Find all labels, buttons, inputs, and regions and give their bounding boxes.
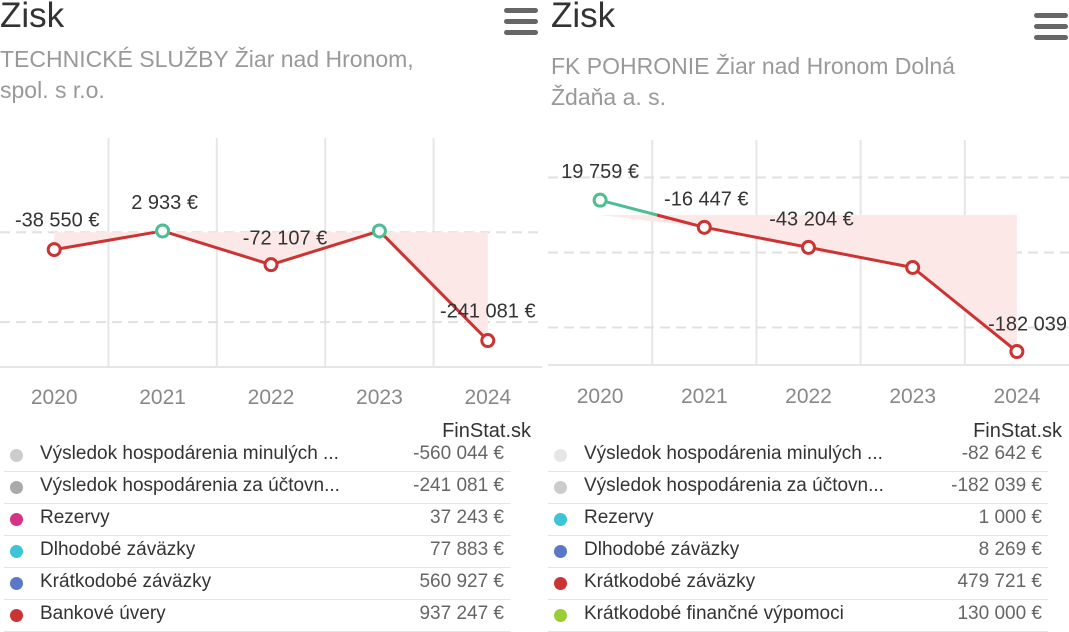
x-tick-label: 2022 [785, 385, 832, 408]
legend-row: Dlhodobé záväzky 8 269 € [548, 536, 1048, 568]
x-tick-label: 2024 [464, 386, 511, 409]
legend-row: Rezervy 1 000 € [548, 504, 1048, 536]
x-tick-label: 2021 [139, 386, 186, 409]
legend-dot-icon [554, 609, 567, 622]
legend-row: Výsledok hospodárenia minulých ... -82 64… [548, 440, 1048, 472]
line-chart: -38 550 € 2 933 € -72 107 € -241 081 € 2020 2… [0, 138, 542, 409]
legend-label: Rezervy [584, 507, 654, 528]
legend-row: Krátkodobé finančné výpomoci 130 000 € [548, 600, 1048, 632]
legend-row: Dlhodobé záväzky 77 883 € [4, 536, 510, 568]
legend-dot-icon [554, 545, 567, 558]
negative-area [54, 232, 488, 341]
legend-value: -82 642 € [961, 443, 1042, 464]
legend-row: Krátkodobé záväzky 479 721 € [548, 568, 1048, 600]
legend-row: Bankové úvery 937 247 € [4, 600, 510, 632]
data-point [480, 333, 496, 349]
legend-dot-icon [10, 577, 23, 590]
series-line-segment [911, 266, 1018, 353]
legend-label: Dlhodobé záväzky [584, 539, 740, 560]
data-label: -16 447 € [664, 188, 749, 210]
data-point [371, 223, 387, 239]
legend-label: Výsledok hospodárenia za účtovn... [584, 475, 884, 496]
legend-dot-icon [554, 449, 567, 462]
legend-dot-icon [10, 481, 23, 494]
data-point [46, 242, 62, 258]
legend-dot-icon [554, 577, 567, 590]
legend-dot-icon [554, 513, 567, 526]
data-label: 2 933 € [131, 192, 198, 214]
data-label: 19 759 € [561, 161, 639, 183]
legend-value: 37 243 € [430, 507, 504, 528]
data-label: -38 550 € [15, 210, 100, 232]
legend-dot-icon [10, 609, 23, 622]
legend-label: Dlhodobé záväzky [40, 539, 196, 560]
chart-subtitle: TECHNICKÉ SLUŽBY Žiar nad Hronom, spol. … [0, 46, 414, 103]
chart-panel-left: Zisk TECHNICKÉ SLUŽBY Žiar nad Hronom, s… [0, 0, 542, 632]
chart-title: Zisk [0, 0, 65, 35]
legend-label: Bankové úvery [40, 603, 166, 624]
line-chart: 19 759 € -16 447 € -43 204 € -182 039 € 2020… [548, 140, 1069, 408]
data-label: -72 107 € [243, 228, 328, 250]
legend-value: 479 721 € [957, 571, 1042, 592]
x-tick-label: 2024 [994, 385, 1041, 408]
series-line-segment [379, 231, 489, 342]
legend-label: Výsledok hospodárenia minulých ... [584, 443, 883, 464]
data-point [801, 239, 816, 255]
legend-row: Rezervy 37 243 € [4, 504, 510, 536]
negative-area [600, 215, 1017, 352]
legend-dot-icon [554, 481, 567, 494]
legend-value: 560 927 € [419, 571, 504, 592]
series-line-segment [599, 198, 658, 217]
x-tick-label: 2021 [681, 385, 728, 408]
legend-label: Výsledok hospodárenia minulých ... [40, 443, 339, 464]
menu-icon[interactable] [504, 8, 538, 36]
series-line-segment [166, 230, 272, 267]
data-label: -43 204 € [769, 208, 854, 230]
legend-label: Výsledok hospodárenia za účtovn... [40, 475, 340, 496]
legend-value: 77 883 € [430, 539, 504, 560]
legend-value: 130 000 € [957, 603, 1042, 624]
data-point [696, 219, 712, 235]
menu-icon[interactable] [1034, 13, 1068, 41]
source-label: FinStat.sk [973, 420, 1062, 442]
x-tick-label: 2020 [577, 385, 624, 408]
legend-label: Rezervy [40, 507, 110, 528]
x-tick-label: 2020 [31, 386, 78, 409]
data-point [1009, 344, 1025, 360]
legend-dot-icon [10, 449, 23, 462]
data-point [155, 223, 171, 239]
chart-title: Zisk [551, 0, 616, 35]
legend-value: -560 044 € [413, 443, 504, 464]
legend-value: 937 247 € [419, 603, 504, 624]
legend-value: 8 269 € [978, 539, 1042, 560]
series-line-segment [704, 225, 809, 249]
series-line-segment [270, 230, 376, 267]
chart-subtitle: FK POHRONIE Žiar nad Hronom Dolná Ždaňa … [551, 53, 955, 110]
legend-row: Krátkodobé záväzky 560 927 € [4, 568, 510, 600]
series-line-segment [656, 213, 705, 229]
legend-label: Krátkodobé záväzky [40, 571, 212, 592]
legend-row: Výsledok hospodárenia minulých ... -560 0… [4, 440, 510, 472]
x-tick-label: 2022 [248, 386, 295, 409]
legend-row: Výsledok hospodárenia za účtovn... -241 0… [4, 472, 510, 504]
legend-value: -182 039 € [951, 475, 1042, 496]
x-tick-label: 2023 [889, 385, 936, 408]
data-point [905, 260, 921, 275]
chart-panel-right: Zisk FK POHRONIE Žiar nad Hronom Dolná Ž… [548, 0, 1069, 632]
data-label: -182 039 € [988, 314, 1069, 336]
legend-row: Výsledok hospodárenia za účtovn... -182 0… [548, 472, 1048, 504]
legend-label: Krátkodobé finančné výpomoci [584, 603, 844, 624]
source-label: FinStat.sk [442, 420, 531, 442]
legend-dot-icon [10, 513, 23, 526]
legend-dot-icon [10, 545, 23, 558]
series-line-segment [808, 245, 913, 269]
legend-label: Krátkodobé záväzky [584, 571, 756, 592]
data-point [592, 192, 608, 208]
data-point [263, 257, 279, 273]
legend-value: -241 081 € [413, 475, 504, 496]
series-line-segment [53, 230, 156, 252]
x-tick-label: 2023 [356, 386, 403, 409]
data-label: -241 081 € [440, 301, 536, 323]
legend-value: 1 000 € [978, 507, 1042, 528]
